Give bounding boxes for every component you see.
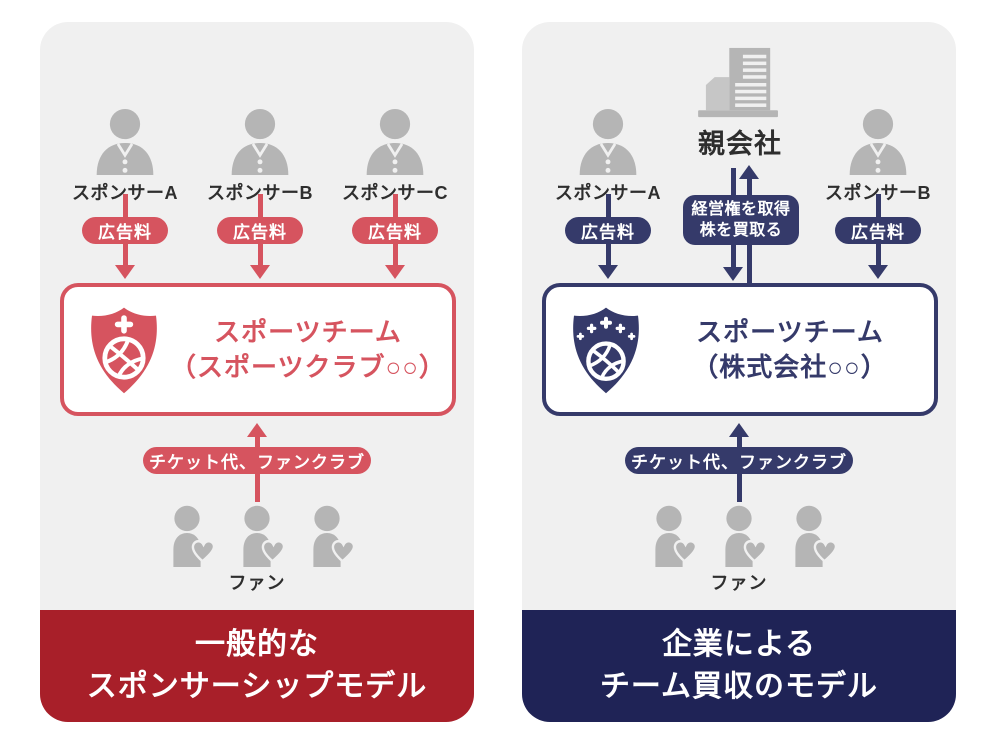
acquisition-line2: 株を買取る: [699, 222, 783, 239]
team-name-line2: （株式会社○○）: [692, 351, 888, 382]
down-arrowhead-icon: [598, 265, 618, 279]
fan-icon: [703, 504, 775, 569]
fee-badge: 広告料: [835, 217, 921, 244]
acquisition-line1: 経営権を取得: [691, 201, 791, 218]
shield-basketball-icon: [566, 302, 646, 398]
team-name-line2: （スポーツクラブ○○）: [170, 351, 446, 382]
fan-icon: [773, 504, 845, 569]
fans-group: [522, 499, 956, 569]
team-name: スポーツチーム （株式会社○○）: [646, 315, 934, 385]
up-arrowhead-icon: [247, 423, 267, 437]
fans-group: [40, 499, 474, 569]
sponsor-a: スポンサーA: [538, 108, 678, 205]
down-arrowhead-icon: [868, 265, 888, 279]
fee-badge: 広告料: [352, 217, 438, 244]
revenue-badge: チケット代、ファンクラブ: [625, 447, 853, 474]
person-icon: [95, 108, 155, 176]
sponsor-label: スポンサーA: [72, 183, 178, 203]
general-sponsorship-panel: スポンサーA スポンサーB スポンサーC 広告料 広告料 広告料 スポーツチーム…: [40, 22, 474, 722]
panel-title-banner: 一般的な スポンサーシップモデル: [40, 610, 474, 722]
team-name: スポーツチーム （スポーツクラブ○○）: [164, 315, 452, 385]
fan-icon: [151, 504, 223, 569]
down-arrowhead-icon: [723, 267, 743, 281]
fan-icon: [221, 504, 293, 569]
banner-line1: 一般的な: [195, 628, 319, 661]
person-icon: [578, 108, 638, 176]
fans-label: ファン: [228, 573, 286, 593]
person-icon: [230, 108, 290, 176]
down-arrowhead-icon: [250, 265, 270, 279]
person-icon: [365, 108, 425, 176]
sponsor-b: スポンサーB: [190, 108, 330, 205]
sponsor-b: スポンサーB: [808, 108, 948, 205]
banner-line2: スポンサーシップモデル: [86, 670, 428, 703]
team-box: スポーツチーム （スポーツクラブ○○）: [60, 283, 456, 416]
sponsor-label: スポンサーB: [207, 183, 313, 203]
sponsor-label: スポンサーC: [342, 183, 448, 203]
down-arrowhead-icon: [115, 265, 135, 279]
sponsor-label: スポンサーB: [825, 183, 931, 203]
fan-icon: [633, 504, 705, 569]
parent-company: 親会社: [670, 46, 810, 161]
fans-label: ファン: [710, 573, 768, 593]
fee-badge: 広告料: [82, 217, 168, 244]
shield-basketball-icon: [84, 302, 164, 398]
sponsor-a: スポンサーA: [55, 108, 195, 205]
fan-icon: [291, 504, 363, 569]
sponsor-label: スポンサーA: [555, 183, 661, 203]
up-arrowhead-icon: [729, 423, 749, 437]
panel-title-banner: 企業による チーム買収のモデル: [522, 610, 956, 722]
building-icon: [698, 47, 778, 118]
fee-badge: 広告料: [217, 217, 303, 244]
revenue-badge: チケット代、ファンクラブ: [143, 447, 371, 474]
acquisition-model-panel: スポンサーA スポンサーB 親会社 広告料 広告料 経営権を取得 株を買取る ス…: [522, 22, 956, 722]
sponsor-c: スポンサーC: [325, 108, 465, 205]
fee-badge: 広告料: [565, 217, 651, 244]
team-name-line1: スポーツチーム: [214, 316, 402, 347]
acquisition-badge: 経営権を取得 株を買取る: [683, 195, 799, 245]
person-icon: [848, 108, 908, 176]
banner-line1: 企業による: [661, 628, 817, 661]
up-arrowhead-icon: [739, 165, 759, 179]
team-box: スポーツチーム （株式会社○○）: [542, 283, 938, 416]
banner-line2: チーム買収のモデル: [599, 670, 879, 703]
parent-company-label: 親会社: [698, 129, 782, 159]
down-arrowhead-icon: [385, 265, 405, 279]
team-name-line1: スポーツチーム: [696, 316, 884, 347]
